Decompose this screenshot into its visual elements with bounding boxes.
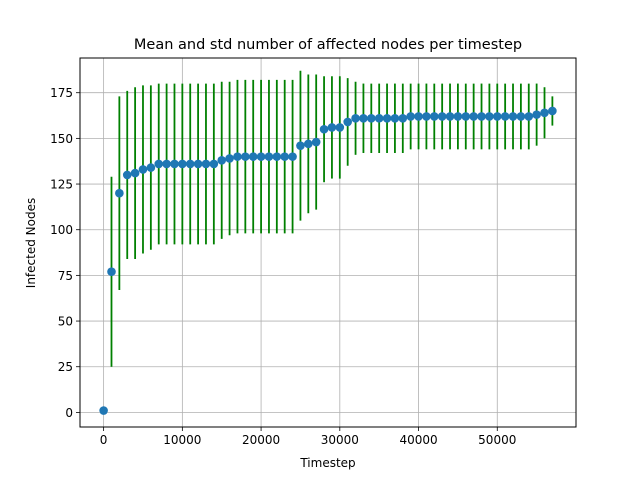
mean-point xyxy=(343,117,352,127)
y-tick-label: 25 xyxy=(58,360,73,374)
mean-point xyxy=(130,168,140,178)
y-axis-ticks: 0 25 50 75 100 125 150 175 xyxy=(50,86,80,420)
y-axis-label: Infected Nodes xyxy=(24,198,38,288)
mean-point xyxy=(256,152,266,161)
mean-point xyxy=(217,155,227,165)
mean-point xyxy=(461,112,471,121)
mean-point xyxy=(248,152,258,161)
x-tick-label: 0 xyxy=(100,433,108,447)
y-tick-label: 175 xyxy=(50,86,73,100)
mean-point xyxy=(516,112,526,121)
y-tick-label: 125 xyxy=(50,178,73,192)
y-tick-label: 75 xyxy=(58,269,73,283)
mean-point xyxy=(548,106,557,116)
mean-point xyxy=(485,112,494,121)
x-tick-label: 40000 xyxy=(399,433,437,447)
mean-point xyxy=(374,113,384,123)
x-tick-label: 50000 xyxy=(478,433,516,447)
mean-point xyxy=(492,112,502,121)
mean-point xyxy=(115,188,124,198)
x-tick-label: 10000 xyxy=(163,433,201,447)
mean-point xyxy=(508,112,518,121)
mean-point xyxy=(382,113,392,123)
mean-point xyxy=(311,137,321,147)
mean-point xyxy=(138,165,148,174)
mean-point xyxy=(288,152,297,161)
mean-point xyxy=(429,112,439,121)
mean-point xyxy=(280,152,289,161)
y-tick-label: 150 xyxy=(50,132,73,146)
chart-title: Mean and std number of affected nodes pe… xyxy=(134,37,522,53)
x-axis-label: Timestep xyxy=(299,456,355,470)
mean-point xyxy=(107,267,116,277)
mean-point xyxy=(445,112,455,121)
mean-point xyxy=(170,159,179,169)
mean-point xyxy=(185,159,195,169)
plot-area-frame xyxy=(79,57,577,428)
mean-point xyxy=(178,159,187,169)
mean-point xyxy=(351,113,360,123)
mean-point xyxy=(193,159,203,169)
mean-point xyxy=(453,112,463,121)
mean-point xyxy=(241,152,250,161)
mean-point xyxy=(122,170,132,180)
mean-point xyxy=(406,112,415,121)
mean-point xyxy=(500,112,510,121)
mean-point xyxy=(146,163,156,172)
mean-point xyxy=(225,154,234,163)
mean-point xyxy=(469,112,478,121)
mean-point xyxy=(319,124,329,134)
y-tick-label: 0 xyxy=(65,406,73,420)
y-tick-label: 100 xyxy=(50,223,73,237)
mean-point xyxy=(477,112,486,121)
mean-point xyxy=(398,113,408,123)
mean-point xyxy=(233,152,242,161)
mean-point xyxy=(524,112,534,121)
mean-point xyxy=(201,159,211,169)
mean-point xyxy=(154,159,164,169)
mean-point xyxy=(367,113,376,123)
mean-point xyxy=(422,112,431,121)
mean-point xyxy=(532,110,541,119)
mean-point xyxy=(414,112,423,121)
x-tick-label: 30000 xyxy=(321,433,359,447)
mean-point xyxy=(540,108,549,118)
mean-point xyxy=(335,123,345,132)
mean-point xyxy=(304,139,313,149)
mean-point xyxy=(296,141,305,150)
mean-point xyxy=(272,152,282,161)
mean-point xyxy=(264,152,274,161)
x-axis-ticks: 0 10000 20000 30000 40000 50000 xyxy=(100,427,516,447)
mean-point xyxy=(359,113,368,123)
mean-point xyxy=(327,123,337,132)
mean-point xyxy=(437,112,447,121)
x-tick-label: 20000 xyxy=(242,433,280,447)
mean-point xyxy=(209,159,219,169)
mean-point xyxy=(99,406,108,415)
y-tick-label: 50 xyxy=(58,315,73,329)
mean-points xyxy=(99,106,557,415)
mean-point xyxy=(162,159,171,169)
mean-point xyxy=(390,113,400,123)
